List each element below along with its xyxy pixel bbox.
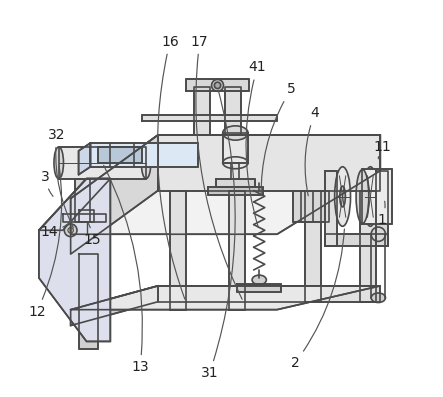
Polygon shape <box>142 115 277 121</box>
Polygon shape <box>208 187 263 195</box>
Polygon shape <box>70 286 380 310</box>
Text: 14: 14 <box>40 220 73 239</box>
Text: 17: 17 <box>191 35 242 299</box>
Polygon shape <box>305 191 321 302</box>
Polygon shape <box>229 191 245 310</box>
Polygon shape <box>225 87 241 135</box>
Ellipse shape <box>223 126 248 140</box>
Polygon shape <box>74 179 90 222</box>
Polygon shape <box>194 87 210 135</box>
Ellipse shape <box>334 167 350 226</box>
Ellipse shape <box>54 147 63 179</box>
Polygon shape <box>361 191 377 302</box>
Polygon shape <box>78 254 98 349</box>
Text: 5: 5 <box>261 82 295 196</box>
Polygon shape <box>70 135 380 234</box>
Ellipse shape <box>371 293 385 303</box>
Polygon shape <box>293 191 329 222</box>
Text: 15: 15 <box>84 223 101 247</box>
Ellipse shape <box>214 82 221 89</box>
Polygon shape <box>158 286 380 302</box>
Polygon shape <box>78 210 94 222</box>
Text: 31: 31 <box>201 90 235 380</box>
Text: 12: 12 <box>28 166 62 319</box>
Text: 2: 2 <box>291 229 344 370</box>
Circle shape <box>68 227 74 233</box>
Ellipse shape <box>363 167 377 226</box>
Polygon shape <box>70 135 158 254</box>
Polygon shape <box>39 179 110 230</box>
Polygon shape <box>325 171 337 246</box>
Ellipse shape <box>356 170 369 224</box>
Text: 4: 4 <box>305 106 319 196</box>
Polygon shape <box>158 135 380 191</box>
Ellipse shape <box>368 186 373 207</box>
Text: 3: 3 <box>40 170 53 197</box>
Polygon shape <box>98 147 142 163</box>
Circle shape <box>64 224 77 237</box>
Polygon shape <box>377 171 388 246</box>
Ellipse shape <box>83 231 89 237</box>
Polygon shape <box>39 179 110 341</box>
Ellipse shape <box>141 147 151 179</box>
Polygon shape <box>59 147 146 179</box>
Polygon shape <box>186 79 249 91</box>
Polygon shape <box>237 284 281 292</box>
Polygon shape <box>170 191 186 310</box>
Text: 13: 13 <box>104 165 149 374</box>
Polygon shape <box>325 234 388 246</box>
Polygon shape <box>223 133 248 163</box>
Text: 41: 41 <box>246 60 266 227</box>
Text: 32: 32 <box>48 128 74 228</box>
Polygon shape <box>90 143 198 167</box>
Polygon shape <box>362 169 392 224</box>
Ellipse shape <box>212 79 223 91</box>
Text: 11: 11 <box>373 140 391 159</box>
Ellipse shape <box>371 227 385 241</box>
Text: 16: 16 <box>158 35 185 299</box>
Ellipse shape <box>340 186 346 207</box>
Polygon shape <box>216 179 255 187</box>
Polygon shape <box>63 214 106 222</box>
Ellipse shape <box>252 275 266 285</box>
Text: 1: 1 <box>378 201 387 227</box>
Polygon shape <box>78 143 90 175</box>
Polygon shape <box>70 286 158 326</box>
